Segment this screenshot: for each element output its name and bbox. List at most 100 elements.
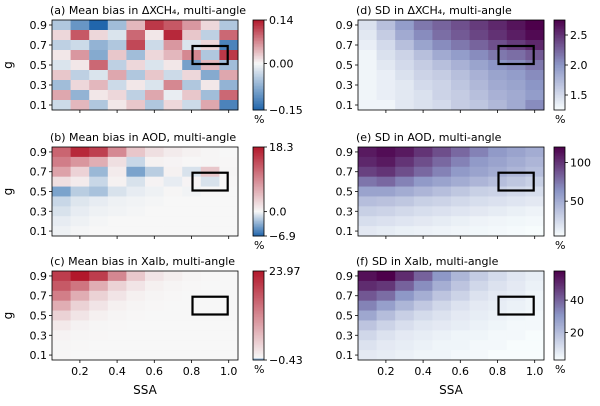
colorbar-segment (554, 215, 565, 218)
heatmap-cell (126, 40, 146, 51)
colorbar-segment (253, 352, 264, 355)
heatmap-cell (506, 50, 526, 61)
heatmap-cell (488, 350, 508, 361)
heatmap-cell (52, 70, 71, 81)
heatmap-cell (126, 350, 146, 361)
heatmap-cell (488, 147, 508, 158)
y-axis-label: g (1, 61, 15, 69)
colorbar-segment (253, 54, 264, 57)
heatmap-cell (145, 290, 164, 302)
colorbar-segment (253, 213, 264, 216)
heatmap-cell (107, 290, 127, 302)
heatmap-cell (219, 80, 239, 91)
colorbar-segment (253, 68, 264, 70)
heatmap-cell (70, 70, 90, 81)
heatmap-cell (145, 40, 164, 51)
heatmap-cell (107, 147, 127, 158)
x-tick-label: 1.0 (526, 365, 544, 378)
colorbar-segment (253, 336, 264, 339)
heatmap-cell (525, 20, 545, 31)
heatmap-cell (432, 216, 452, 227)
heatmap-cell (126, 50, 146, 61)
y-tick-label: 0.7 (336, 290, 354, 303)
colorbar-segment (554, 314, 565, 316)
colorbar-segment (554, 194, 565, 197)
colorbar-segment (253, 65, 264, 67)
heatmap-cell (488, 271, 508, 282)
colorbar-segment (554, 170, 565, 173)
heatmap-cell (219, 350, 239, 361)
colorbar-segment (554, 63, 565, 66)
colorbar-segment (554, 333, 565, 336)
colorbar-segment (253, 273, 264, 276)
colorbar-segment (253, 219, 264, 222)
heatmap-cell (525, 156, 545, 168)
colorbar-segment (253, 178, 264, 181)
colorbar-segment (253, 157, 264, 160)
colorbar-segment (253, 187, 264, 190)
colorbar-segment (554, 327, 565, 330)
colorbar-segment (554, 38, 565, 40)
heatmap-cell (107, 20, 127, 31)
heatmap-cell (163, 176, 183, 187)
colorbar-segment (554, 305, 565, 308)
colorbar-segment (253, 147, 264, 149)
colorbar-segment (253, 203, 264, 206)
colorbar-segment (253, 195, 264, 198)
heatmap-cell (525, 186, 545, 197)
heatmap-cell (107, 350, 127, 361)
colorbar-segment (554, 56, 565, 58)
heatmap-cell (506, 271, 526, 282)
heatmap-cell (525, 310, 545, 321)
heatmap-cell (525, 271, 545, 282)
colorbar-segment (554, 21, 565, 24)
colorbar-segment (253, 151, 264, 154)
colorbar-segment (554, 36, 565, 39)
colorbar-segment (253, 20, 264, 22)
heatmap-cell (145, 280, 164, 292)
heatmap-cell (163, 300, 183, 311)
colorbar-segment (253, 107, 264, 109)
colorbar-segment (554, 221, 565, 224)
heatmap-cell (200, 30, 220, 41)
colorbar-segment (253, 98, 264, 100)
colorbar-segment (554, 331, 565, 334)
heatmap-cell (395, 186, 415, 197)
heatmap-cell (163, 320, 183, 331)
colorbar-segment (253, 299, 264, 302)
heatmap-cell (506, 216, 526, 227)
colorbar-segment (554, 158, 565, 161)
heatmap-cell (200, 280, 220, 292)
heatmap-cell (488, 60, 508, 71)
panel-c: (c) Mean bias in Xalb, multi-angle 0.1 0.3… (1, 255, 303, 397)
heatmap-cell (70, 226, 90, 237)
heatmap-cell (469, 340, 489, 351)
heatmap-cell (89, 310, 109, 321)
colorbar-segment (253, 172, 264, 175)
colorbar-segment (554, 176, 565, 179)
y-tick-label: 0.7 (30, 39, 48, 52)
colorbar-segment (253, 322, 264, 325)
heatmap-cell (525, 80, 545, 91)
colorbar-segment (253, 50, 264, 52)
highlight-box (497, 171, 535, 192)
colorbar-segment (554, 288, 565, 291)
heatmap-cell (70, 60, 90, 71)
colorbar-segment (554, 26, 565, 28)
heatmap-cell (163, 100, 183, 111)
heatmap-cell (182, 206, 202, 217)
heatmap-cell (469, 226, 489, 237)
colorbar-segment (253, 182, 264, 185)
colorbar-segment (253, 225, 264, 228)
heatmap-cell (145, 300, 164, 311)
colorbar-segment (554, 74, 565, 76)
colorbar-segment (253, 51, 264, 54)
heatmap-cell (126, 30, 146, 41)
colorbar-segment (554, 65, 565, 67)
heatmap-cell (52, 147, 71, 158)
colorbar-segment (554, 90, 565, 93)
heatmap-cell (163, 156, 183, 168)
y-tick-label: 0.5 (30, 186, 48, 199)
heatmap-cell (506, 300, 526, 311)
colorbar: 40 20% (553, 270, 584, 376)
